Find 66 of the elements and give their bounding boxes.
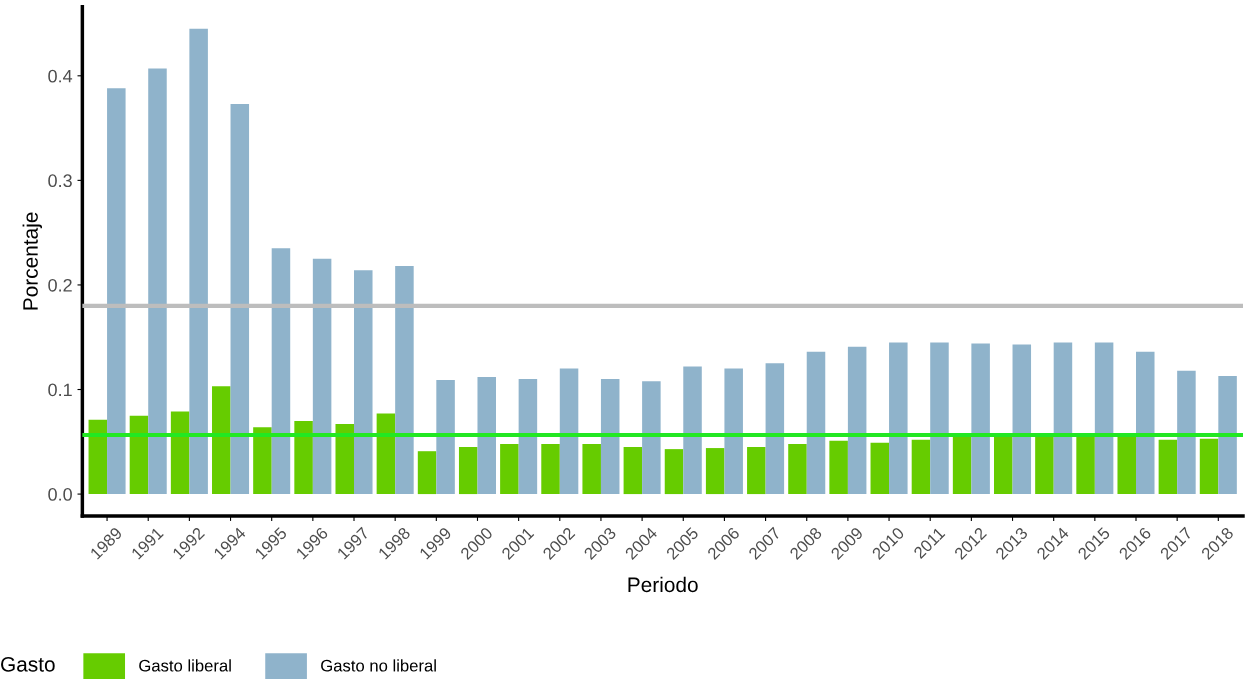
- bar: [354, 270, 373, 495]
- bar: [518, 379, 538, 495]
- y-tick-label: 0.3: [48, 174, 72, 188]
- bar: [170, 411, 190, 495]
- bar: [642, 381, 661, 495]
- bar: [107, 88, 126, 495]
- bar: [724, 368, 743, 495]
- bar: [952, 436, 972, 495]
- bar: [129, 415, 149, 495]
- bar: [1199, 438, 1219, 495]
- bar: [889, 342, 908, 495]
- bar: [1094, 342, 1114, 495]
- bar: [1012, 344, 1032, 495]
- y-tick-label: 0.2: [48, 278, 72, 292]
- bar: [253, 427, 272, 495]
- bar: [1053, 342, 1073, 495]
- bar: [994, 435, 1013, 495]
- bar: [623, 447, 643, 495]
- bar: [458, 447, 478, 495]
- bar: [559, 368, 579, 495]
- bar: [1035, 435, 1054, 495]
- y-tick-label: 0.4: [48, 69, 73, 83]
- bar: [335, 424, 355, 495]
- legend-label: Gasto no liberal: [321, 659, 436, 672]
- bar: [88, 419, 108, 495]
- bar: [395, 266, 414, 495]
- bar: [148, 68, 167, 495]
- bar: [1218, 375, 1237, 495]
- bar: [747, 447, 766, 495]
- y-tick-label: 0.1: [48, 383, 72, 397]
- bar: [1158, 439, 1178, 495]
- bar: [189, 28, 208, 495]
- bar: [500, 443, 519, 495]
- bar: [582, 443, 601, 495]
- bar: [212, 386, 231, 495]
- bar: [971, 343, 990, 495]
- bar: [271, 248, 291, 495]
- bar: [911, 439, 931, 495]
- y-tick-label: 0.0: [48, 488, 72, 501]
- bar: [664, 449, 684, 495]
- x-axis-title: Periodo: [628, 576, 698, 593]
- bar: [294, 420, 313, 495]
- bar: [230, 104, 250, 495]
- bar: [806, 351, 826, 495]
- bar: [1136, 351, 1155, 495]
- legend-label: Gasto liberal: [139, 659, 231, 672]
- bar: [705, 448, 725, 495]
- bar: [683, 366, 702, 495]
- bar: [312, 258, 332, 495]
- bar: [829, 440, 848, 495]
- bar: [870, 442, 890, 495]
- bar: [788, 443, 807, 495]
- bar: [847, 346, 867, 495]
- bar: [541, 443, 560, 495]
- bar: [376, 413, 396, 495]
- bar: [1076, 435, 1095, 495]
- bar: [765, 363, 785, 495]
- bar: [436, 380, 455, 495]
- bar: [417, 451, 437, 495]
- bar: [477, 376, 496, 495]
- bar: [1177, 370, 1196, 495]
- bar: [1117, 435, 1136, 495]
- legend-title: Gasto: [1, 656, 55, 672]
- bar: [930, 342, 949, 495]
- bar: [600, 379, 620, 495]
- y-axis-title: Porcentaje: [22, 212, 42, 310]
